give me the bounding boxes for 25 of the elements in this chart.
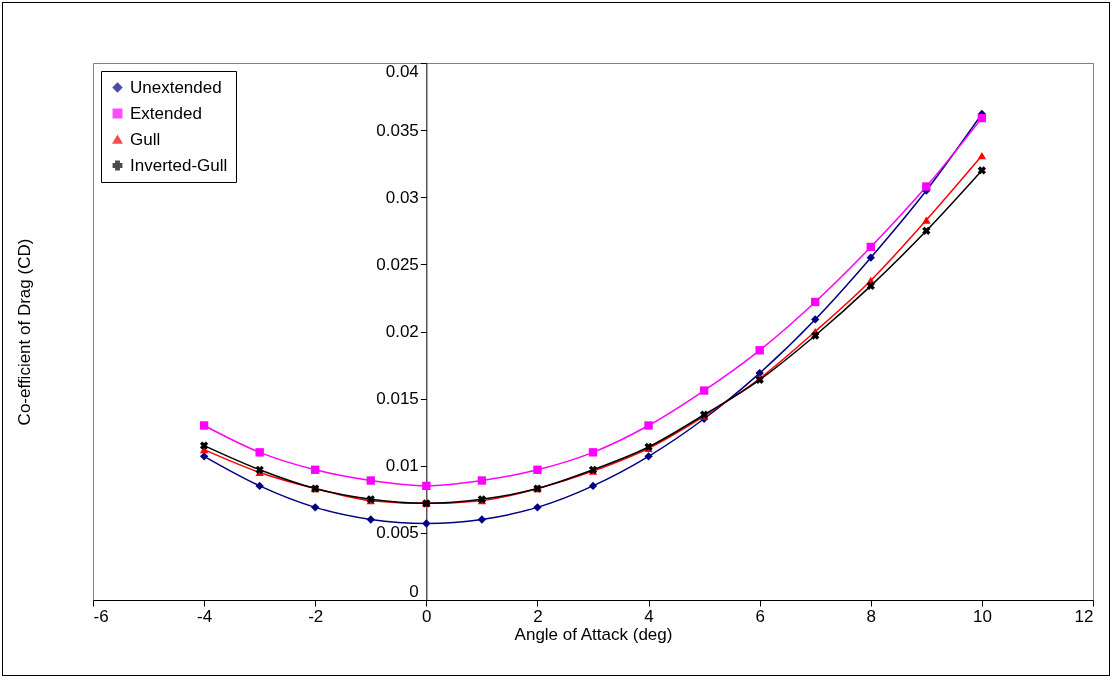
legend-label: Gull bbox=[130, 129, 161, 149]
x-tick-label: -2 bbox=[308, 606, 324, 626]
legend-label: Unextended bbox=[130, 77, 222, 97]
x-tick-label: -6 bbox=[93, 606, 109, 626]
x-axis-title: Angle of Attack (deg) bbox=[514, 624, 673, 644]
legend-label: Inverted-Gull bbox=[130, 155, 228, 175]
y-axis-title: Co-efficient of Drag (CD) bbox=[14, 238, 34, 426]
x-tick-label: 12 bbox=[1074, 606, 1094, 626]
x-tick-label: 8 bbox=[866, 606, 877, 626]
x-tick-label: 0 bbox=[422, 606, 432, 626]
x-tick-label: 4 bbox=[644, 606, 654, 626]
y-tick-label: 0.015 bbox=[376, 389, 419, 409]
y-tick-label: 0.03 bbox=[385, 187, 419, 207]
x-tick-label: -4 bbox=[197, 606, 213, 626]
legend-label: Extended bbox=[130, 103, 202, 123]
x-tick-label: 6 bbox=[755, 606, 765, 626]
y-tick-label: 0 bbox=[409, 581, 419, 601]
y-tick-label: 0.005 bbox=[376, 523, 419, 543]
y-tick-label: 0.02 bbox=[385, 322, 419, 341]
y-tick-label: 0.035 bbox=[376, 120, 419, 140]
y-tick-label: 0.04 bbox=[385, 61, 419, 81]
y-tick-label: 0.01 bbox=[385, 456, 419, 476]
y-tick-label: 0.025 bbox=[376, 254, 419, 274]
x-tick-label: 2 bbox=[533, 606, 543, 626]
x-tick-label: 10 bbox=[972, 606, 992, 626]
